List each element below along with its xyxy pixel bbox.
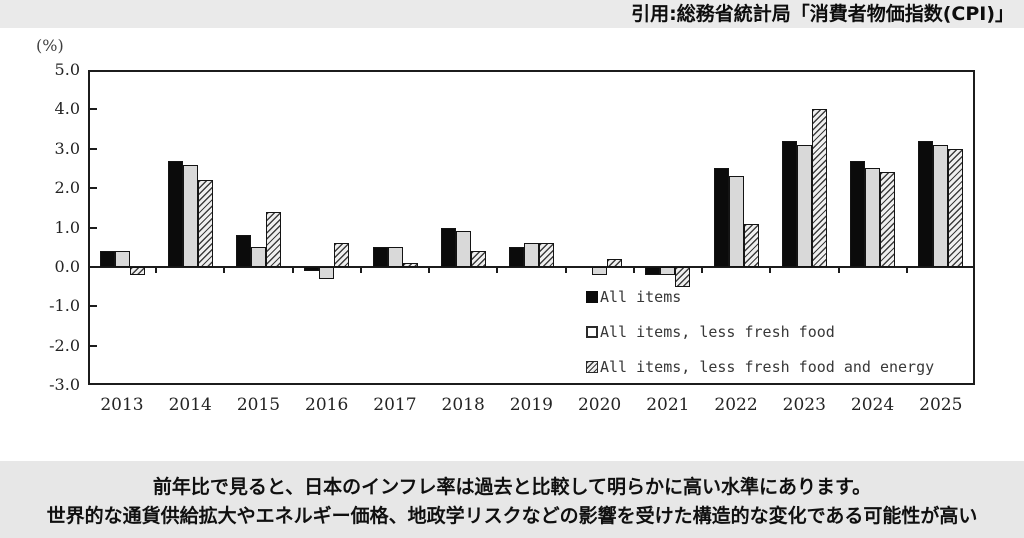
x-tick-label: 2017 <box>373 395 417 415</box>
x-axis-tick <box>428 266 431 273</box>
bar-2023-series1 <box>796 144 812 267</box>
legend-item-series2: All items, less fresh food and energy <box>586 358 935 376</box>
y-axis-unit-label: (%) <box>36 36 64 55</box>
y-tick-label: 2.0 <box>54 178 80 198</box>
bar-2025-series1 <box>933 144 949 267</box>
y-axis-tick <box>90 108 97 111</box>
y-tick-label: -2.0 <box>49 335 80 355</box>
bar-2024-series0 <box>850 160 866 267</box>
bar-2019-series2 <box>539 243 554 267</box>
bar-2016-series1 <box>319 266 335 279</box>
legend-label: All items <box>600 288 682 306</box>
x-tick-label: 2013 <box>100 395 144 415</box>
bar-2020-series2 <box>607 259 623 267</box>
bar-2024-series2 <box>880 172 896 267</box>
bar-2016-series2 <box>334 243 350 267</box>
legend-item-series1: All items, less fresh food <box>586 323 934 341</box>
bar-2015-series2 <box>266 211 282 267</box>
y-tick-label: 5.0 <box>54 60 80 79</box>
chart-legend: All items All items, less fresh food All i… <box>586 288 935 394</box>
y-tick-label: 3.0 <box>54 138 80 158</box>
x-axis-tick <box>701 266 704 273</box>
bar-2014-series0 <box>167 160 183 267</box>
bar-2021-series1 <box>660 266 676 275</box>
x-axis-tick <box>223 266 226 273</box>
bar-2023-series2 <box>811 109 827 267</box>
y-tick-label: 0.0 <box>54 256 80 276</box>
bar-2014-series1 <box>182 164 198 267</box>
x-tick-label: 2021 <box>646 395 690 415</box>
bar-2025-series2 <box>948 148 964 267</box>
x-tick-label: 2014 <box>168 395 212 415</box>
legend-label: All items, less fresh food and energy <box>600 358 935 376</box>
x-tick-label: 2025 <box>919 395 963 415</box>
x-axis-tick <box>769 266 772 273</box>
x-tick-label: 2016 <box>305 395 349 415</box>
x-tick-label: 2015 <box>236 395 281 415</box>
x-tick-label: 2022 <box>714 395 758 415</box>
legend-swatch-solid-gray-icon <box>586 326 598 338</box>
bar-2017-series0 <box>372 247 388 267</box>
y-axis-tick <box>90 147 97 150</box>
zero-baseline <box>88 265 975 268</box>
y-axis-tick <box>90 226 97 229</box>
bar-2021-series0 <box>645 266 661 275</box>
bar-2022-series0 <box>713 168 729 267</box>
bar-2024-series1 <box>865 168 881 267</box>
bar-2018-series2 <box>470 251 486 267</box>
bar-2019-series1 <box>524 243 539 267</box>
x-axis-tick <box>632 266 635 273</box>
y-axis-tick <box>90 344 97 347</box>
bar-2013-series2 <box>129 266 145 275</box>
plot-frame <box>88 70 975 385</box>
source-citation-text: 引用:総務省統計局「消費者物価指数(CPI)」 <box>631 3 1014 25</box>
bar-2022-series1 <box>728 176 744 267</box>
bar-2021-series2 <box>675 266 691 287</box>
x-tick-label: 2018 <box>441 395 485 415</box>
x-axis-tick <box>291 266 294 273</box>
x-tick-label: 2020 <box>577 395 622 415</box>
bar-2017-series2 <box>402 262 418 267</box>
y-axis-tick <box>90 187 97 190</box>
bar-2019-series0 <box>509 247 524 267</box>
x-axis-tick <box>564 266 567 273</box>
x-tick-label: 2019 <box>509 395 553 415</box>
y-tick-label: 1.0 <box>54 217 80 237</box>
y-tick-label: -3.0 <box>49 375 80 394</box>
x-axis-tick <box>905 266 908 273</box>
legend-swatch-solid-black-icon <box>586 291 598 303</box>
cpi-bar-chart: 5.0 4.0 3.0 2.0 1.0 0.0 -1.0 -2.0 -3.0 2013 2014 20… <box>49 60 975 415</box>
bar-2023-series0 <box>781 140 797 267</box>
y-axis-tick <box>90 305 97 308</box>
legend-swatch-hatched-icon <box>586 361 598 373</box>
bar-2013-series1 <box>114 251 130 267</box>
legend-label: All items, less fresh food <box>600 323 835 341</box>
x-axis-tick <box>155 266 158 273</box>
bar-2014-series2 <box>197 180 213 267</box>
commentary-line-1: 前年比で見ると、日本のインフレ率は過去と比較して明らかに高い水準にあります。 <box>152 476 872 498</box>
x-axis-tick <box>496 266 499 273</box>
bar-2025-series0 <box>918 140 934 267</box>
y-tick-label: -1.0 <box>49 296 80 316</box>
x-axis-tick <box>837 266 840 273</box>
bar-2013-series0 <box>99 251 115 267</box>
x-tick-label: 2023 <box>782 395 826 415</box>
bar-2017-series1 <box>387 247 403 267</box>
bar-2020-series1 <box>592 266 608 275</box>
y-tick-label: 4.0 <box>54 99 80 119</box>
source-citation-header: 引用:総務省統計局「消費者物価指数(CPI)」 <box>0 0 1024 28</box>
x-tick-label: 2024 <box>850 395 895 415</box>
commentary-line-2: 世界的な通貨供給拡大やエネルギー価格、地政学リスクなどの影響を受けた構造的な変化… <box>46 505 978 527</box>
bar-2018-series1 <box>455 231 471 267</box>
bar-2015-series0 <box>236 235 252 267</box>
bar-2015-series1 <box>251 247 267 267</box>
bar-2018-series0 <box>440 227 456 267</box>
legend-item-series0: All items <box>586 288 934 306</box>
bar-2016-series0 <box>304 266 320 271</box>
bar-2022-series2 <box>743 223 759 267</box>
commentary-footer: 前年比で見ると、日本のインフレ率は過去と比較して明らかに高い水準にあります。 世… <box>0 461 1024 538</box>
x-axis-tick <box>359 266 362 273</box>
